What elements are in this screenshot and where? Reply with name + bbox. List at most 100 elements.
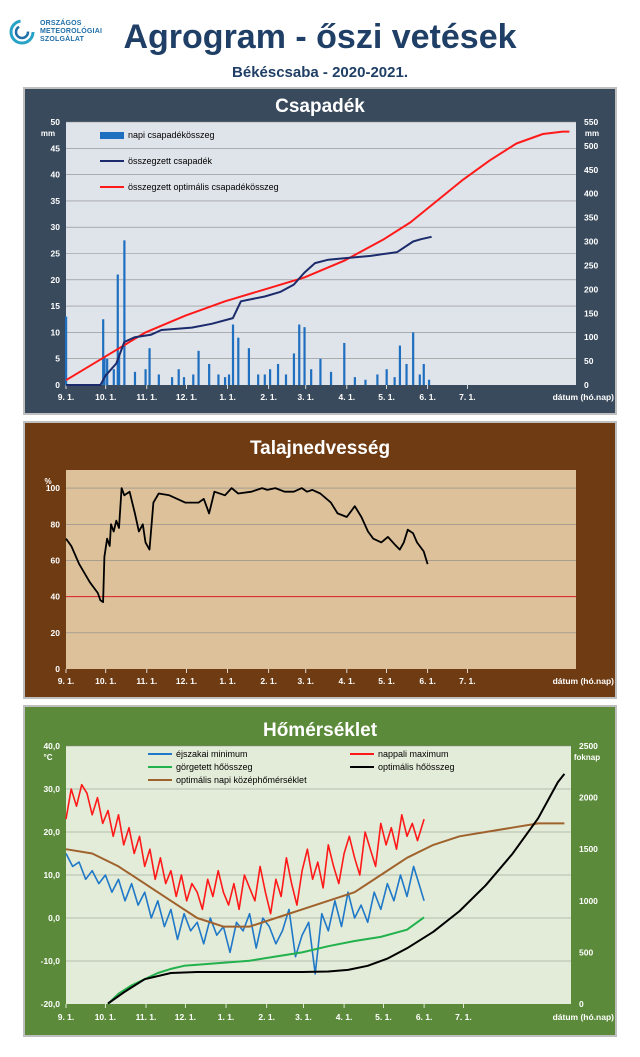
rain-bar	[170, 377, 174, 385]
x-tick-label: 11. 1.	[136, 392, 157, 402]
y2-tick-label: 300	[584, 237, 598, 247]
y-tick-label: 35	[51, 196, 61, 206]
x-tick-label: 11. 1.	[136, 676, 157, 686]
rain-bar	[208, 363, 211, 385]
rain-bar	[276, 363, 280, 385]
y2-tick-label: 350	[584, 213, 598, 223]
x-tick-label: 7. 1.	[459, 392, 476, 402]
rain-bar	[217, 374, 220, 385]
rain-bar	[157, 374, 160, 385]
rain-bar	[412, 332, 415, 385]
x-axis-label: dátum (hó.nap)	[553, 1012, 615, 1022]
x-tick-label: 9. 1.	[58, 676, 75, 686]
page-subtitle: Békéscsaba - 2020-2021.	[232, 64, 408, 81]
x-tick-label: 3. 1.	[295, 1012, 312, 1022]
legend-label: éjszakai minimum	[176, 749, 248, 759]
y2-tick-label: 1000	[579, 896, 598, 906]
y-tick-label: 15	[51, 301, 61, 311]
x-tick-label: 2. 1.	[260, 676, 277, 686]
x-tick-label: 12. 1.	[176, 676, 197, 686]
y-unit-label: %	[44, 477, 51, 486]
rain-bar	[102, 319, 105, 385]
x-axis-label: dátum (hó.nap)	[553, 392, 615, 402]
x-tick-label: 4. 1.	[336, 1012, 353, 1022]
y-tick-label: 50	[51, 117, 61, 127]
x-tick-label: 9. 1.	[58, 1012, 75, 1022]
y-tick-label: 30	[51, 222, 61, 232]
x-tick-label: 1. 1.	[218, 1012, 235, 1022]
y-tick-label: -10,0	[41, 956, 61, 966]
rain-bar	[116, 274, 119, 385]
y-tick-label: -20,0	[41, 999, 61, 1009]
x-tick-label: 5. 1.	[378, 392, 395, 402]
x-tick-label: 2. 1.	[258, 1012, 275, 1022]
rain-bar	[237, 337, 240, 385]
y2-tick-label: 500	[579, 947, 593, 957]
x-tick-label: 12. 1.	[175, 1012, 196, 1022]
x-tick-label: 6. 1.	[419, 392, 436, 402]
y-tick-label: 0	[55, 380, 60, 390]
tmin-line	[65, 853, 425, 975]
rain-bar	[319, 358, 322, 385]
rain-bar	[385, 369, 388, 385]
rain-bar	[427, 379, 431, 385]
rain-bar	[303, 327, 306, 385]
tmax-line	[65, 783, 425, 915]
chart-panel-2: Talajnedvesség 0 20 40 60 80 100% 9. 1. 10. 1. 11…	[23, 421, 617, 699]
y2-tick-label: 500	[584, 141, 598, 151]
rain-bar	[65, 316, 68, 385]
rain-bar	[231, 324, 235, 385]
rain-bar	[353, 377, 356, 385]
x-tick-label: 3. 1.	[297, 392, 314, 402]
y2-unit-label: mm	[585, 129, 599, 138]
y-tick-label: 80	[51, 519, 61, 529]
rain-bar	[117, 353, 121, 385]
rain-bar	[269, 369, 272, 385]
legend-label: optimális hőösszeg	[378, 762, 455, 772]
y2-tick-label: 1500	[579, 844, 598, 854]
optimal-precip-line	[65, 130, 570, 382]
x-tick-label: 3. 1.	[297, 676, 314, 686]
y-tick-label: 0,0	[48, 913, 60, 923]
y2-tick-label: 400	[584, 189, 598, 199]
rain-bar	[103, 356, 106, 385]
rain-bar	[247, 348, 251, 385]
logo-swirl-icon	[9, 19, 35, 45]
rain-bar	[284, 374, 288, 385]
x-tick-label: 1. 1.	[219, 392, 236, 402]
x-tick-label: 10. 1.	[95, 676, 116, 686]
page-title: Agrogram - őszi vetések	[123, 18, 517, 56]
rain-bar	[422, 363, 425, 385]
rain-bar	[106, 358, 109, 385]
x-tick-label: 11. 1.	[136, 1012, 157, 1022]
legend-label: nappali maximum	[378, 749, 449, 759]
logo-text: ORSZÁGOS METEOROLÓGIAI SZOLGÁLAT	[40, 20, 102, 44]
x-tick-label: 7. 1.	[455, 1012, 472, 1022]
rain-bar	[376, 374, 379, 385]
rain-bar	[263, 374, 266, 385]
rain-bar	[133, 371, 137, 385]
y2-tick-label: 2500	[579, 741, 598, 751]
rain-bar	[398, 345, 402, 385]
rain-bar	[148, 348, 151, 385]
rain-bar	[343, 342, 346, 385]
y2-tick-label: 550	[584, 117, 598, 127]
y-unit-label: °C	[44, 753, 53, 762]
y-tick-label: 30,0	[43, 784, 60, 794]
rain-bar	[123, 240, 126, 385]
rain-bar	[223, 377, 227, 385]
rain-bar	[364, 379, 367, 385]
legend-label: napi csapadékösszeg	[128, 130, 215, 140]
y-tick-label: 5	[55, 354, 60, 364]
y-tick-label: 60	[51, 555, 61, 565]
y2-tick-label: 250	[584, 260, 598, 270]
cumulative-precip-line	[66, 235, 432, 386]
omsz-logo: ORSZÁGOS METEOROLÓGIAI SZOLGÁLAT	[8, 18, 118, 58]
legend-label: optimális napi középhőmérséklet	[176, 775, 307, 785]
x-tick-label: 5. 1.	[378, 676, 395, 686]
logo-line: SZOLGÁLAT	[40, 36, 85, 43]
chart-title: Talajnedvesség	[250, 438, 390, 459]
rain-bar	[292, 353, 296, 385]
rain-bar	[418, 374, 421, 385]
y-tick-label: 20	[51, 628, 61, 638]
